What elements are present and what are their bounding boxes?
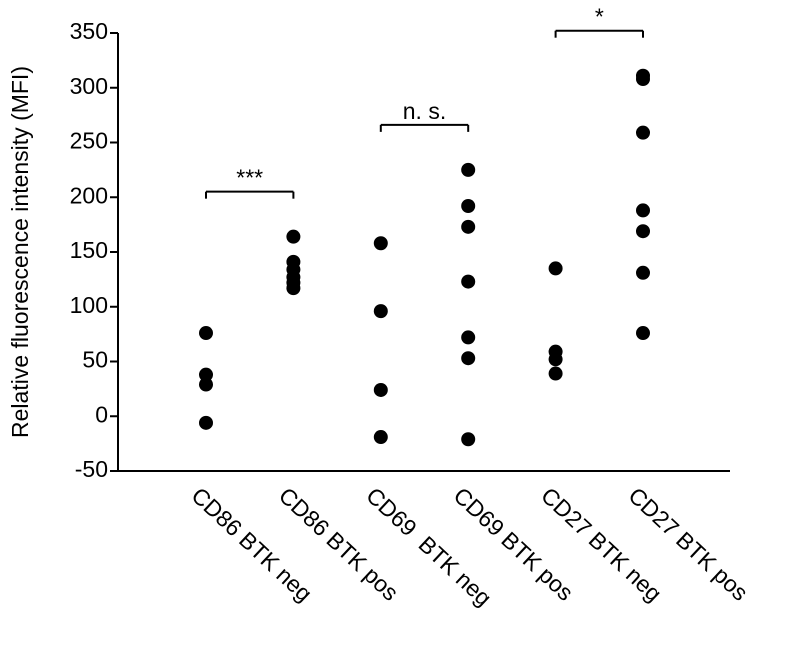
data-point [199, 326, 213, 341]
data-point [636, 125, 650, 140]
significance-label: * [595, 4, 604, 30]
y-tick-label: -50 [75, 456, 108, 482]
data-point [548, 261, 563, 276]
data-point [461, 162, 476, 177]
data-point [636, 71, 650, 86]
data-point [373, 236, 388, 251]
data-point [636, 265, 650, 280]
data-point [461, 432, 476, 447]
y-tick-label: 100 [70, 292, 108, 318]
data-point [199, 377, 213, 392]
y-tick-label: 300 [70, 73, 108, 99]
data-point [461, 330, 476, 345]
data-point [286, 229, 301, 244]
significance-label: *** [236, 165, 263, 191]
y-tick-label: 50 [82, 347, 108, 373]
data-point [636, 203, 650, 218]
data-point [548, 352, 563, 367]
data-point [373, 382, 388, 397]
significance-label: n. s. [403, 98, 446, 124]
data-point [461, 351, 476, 366]
y-tick-label: 0 [95, 401, 108, 427]
data-point [461, 274, 476, 289]
y-tick-label: 250 [70, 128, 108, 154]
data-point [461, 219, 476, 234]
y-tick-label: 350 [70, 18, 108, 44]
data-point [373, 304, 388, 319]
data-point [548, 366, 563, 381]
data-point [286, 281, 301, 296]
data-point [199, 367, 213, 382]
data-point [373, 430, 388, 445]
data-point [199, 415, 213, 430]
data-point [636, 224, 650, 239]
data-point [461, 199, 476, 214]
y-axis-label: Relative fluorescence intensity (MFI) [7, 66, 33, 438]
y-tick-label: 200 [70, 182, 108, 208]
data-point [636, 326, 650, 341]
y-tick-label: 150 [70, 237, 108, 263]
